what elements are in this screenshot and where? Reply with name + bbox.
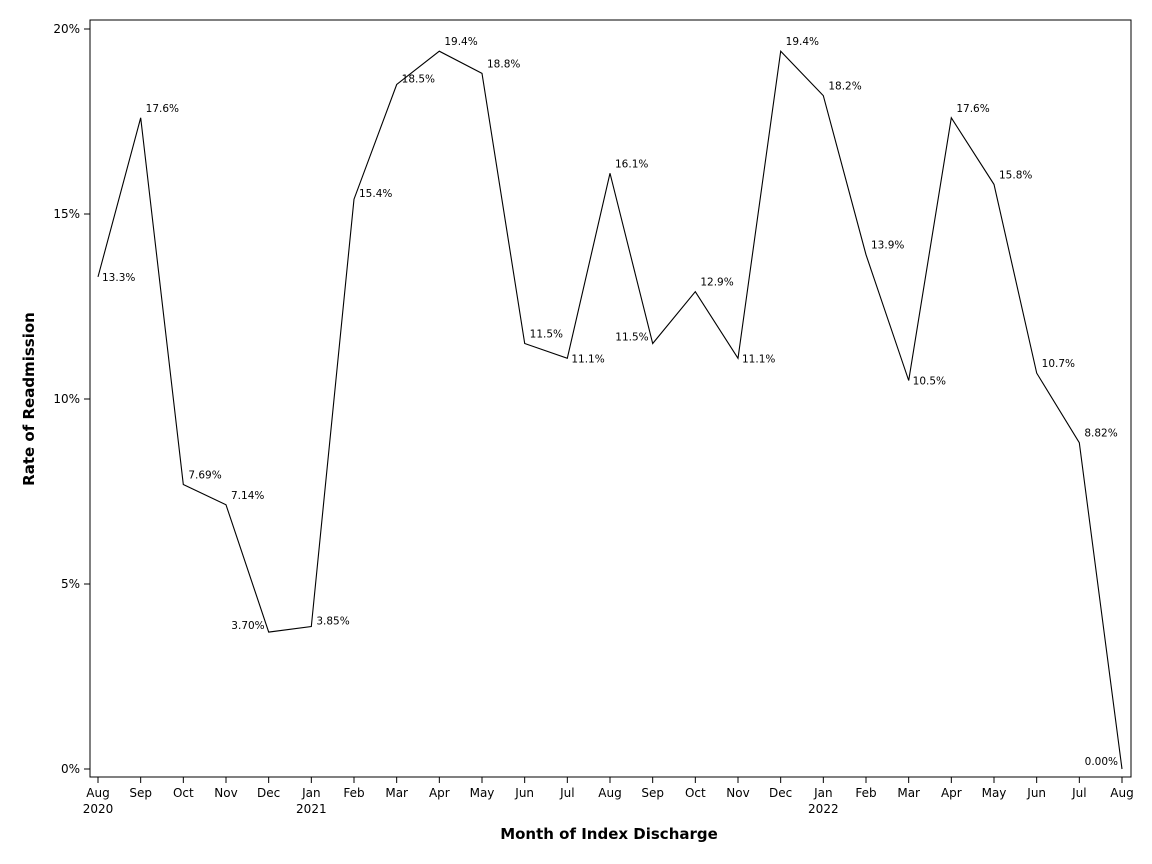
data-label: 15.8% bbox=[999, 169, 1032, 181]
y-axis: 0% 5% 10% 15% 20% bbox=[53, 22, 90, 776]
data-label: 7.14% bbox=[231, 490, 264, 502]
y-tick-label: 20% bbox=[53, 22, 80, 36]
x-tick-label-month: Feb bbox=[343, 786, 364, 800]
readmission-rate-line bbox=[97, 50, 1123, 770]
data-label: 13.3% bbox=[102, 272, 135, 284]
x-tick-label-month: Jan bbox=[813, 786, 833, 800]
data-label: 11.1% bbox=[571, 353, 604, 365]
x-tick-label-month: Dec bbox=[257, 786, 280, 800]
data-label: 18.8% bbox=[487, 58, 520, 70]
data-label: 17.6% bbox=[146, 103, 179, 115]
x-tick-label-month: Oct bbox=[685, 786, 706, 800]
x-tick-label-month: Sep bbox=[129, 786, 152, 800]
data-labels: 13.3% 17.6% 7.69% 7.14% 3.70% 3.85% 15.4% 18.5%… bbox=[102, 36, 1118, 768]
x-tick-label-month: May bbox=[982, 786, 1007, 800]
x-axis-title: Month of Index Discharge bbox=[500, 825, 718, 843]
y-tick-label: 10% bbox=[53, 392, 80, 406]
data-label: 18.5% bbox=[402, 74, 435, 86]
data-label: 10.7% bbox=[1042, 358, 1075, 370]
x-tick-label-month: Jul bbox=[1071, 786, 1086, 800]
data-label: 10.5% bbox=[913, 376, 946, 388]
data-label: 16.1% bbox=[615, 158, 648, 170]
data-label: 3.70% bbox=[231, 620, 264, 632]
data-label: 17.6% bbox=[956, 103, 989, 115]
data-label: 13.9% bbox=[871, 240, 904, 252]
y-tick-label: 0% bbox=[61, 762, 80, 776]
x-tick-label-month: Jun bbox=[1026, 786, 1046, 800]
x-tick-label-month: Aug bbox=[86, 786, 109, 800]
data-label: 3.85% bbox=[316, 616, 349, 628]
x-tick-label-month: Jan bbox=[301, 786, 321, 800]
data-label: 0.00% bbox=[1085, 756, 1118, 768]
x-tick-label-year: 2021 bbox=[296, 802, 327, 816]
data-label: 8.82% bbox=[1084, 428, 1117, 440]
x-tick-label-month: Nov bbox=[214, 786, 237, 800]
data-label: 18.2% bbox=[828, 81, 861, 93]
x-tick-label-month: Nov bbox=[726, 786, 749, 800]
data-label: 11.1% bbox=[742, 353, 775, 365]
x-tick-label-year: 2022 bbox=[808, 802, 839, 816]
x-tick-label-month: May bbox=[470, 786, 495, 800]
data-label: 15.4% bbox=[359, 188, 392, 200]
y-tick-label: 15% bbox=[53, 207, 80, 221]
x-tick-label-month: Oct bbox=[173, 786, 194, 800]
x-tick-label-month: Apr bbox=[941, 786, 962, 800]
data-label: 12.9% bbox=[700, 277, 733, 289]
data-label: 11.5% bbox=[530, 329, 563, 341]
x-tick-label-year: 2020 bbox=[83, 802, 114, 816]
x-tick-label-month: Aug bbox=[598, 786, 621, 800]
x-tick-label-month: Jul bbox=[559, 786, 574, 800]
x-tick-label-month: Jun bbox=[514, 786, 534, 800]
data-label: 19.4% bbox=[786, 36, 819, 48]
x-tick-label-month: Sep bbox=[641, 786, 664, 800]
x-tick-label-month: Aug bbox=[1110, 786, 1133, 800]
x-tick-label-month: Feb bbox=[855, 786, 876, 800]
y-tick-label: 5% bbox=[61, 577, 80, 591]
y-axis-title: Rate of Readmission bbox=[20, 312, 38, 486]
plot-area-frame bbox=[89, 19, 1132, 778]
x-tick-label-month: Mar bbox=[897, 786, 920, 800]
data-label: 11.5% bbox=[615, 332, 648, 344]
data-label: 19.4% bbox=[444, 36, 477, 48]
data-label: 7.69% bbox=[188, 469, 221, 481]
x-tick-label-month: Apr bbox=[429, 786, 450, 800]
x-tick-label-month: Mar bbox=[385, 786, 408, 800]
x-tick-label-month: Dec bbox=[769, 786, 792, 800]
x-axis: Aug 2020 Sep Oct Nov Dec Jan 2021 Feb Mar Apr May Ju… bbox=[83, 777, 1134, 816]
